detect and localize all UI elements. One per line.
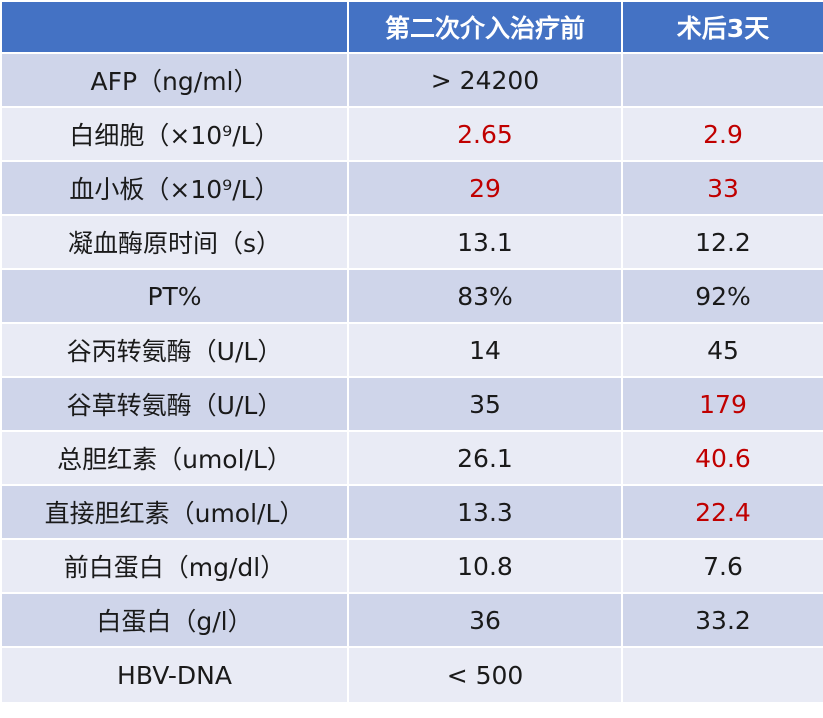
value-cell-before-treatment: 83% [347,268,623,324]
table-row: 白蛋白（g/l） 36 33.2 [0,592,823,648]
value-cell-post-op-day3: 45 [621,322,823,378]
value-cell-before-treatment: > 24200 [347,52,623,108]
row-label-cell: 直接胆红素（umol/L） [0,484,349,540]
table-row: 总胆红素（umol/L） 26.1 40.6 [0,430,823,486]
value-cell-before-treatment: 2.65 [347,106,623,162]
value-cell-post-op-day3: 22.4 [621,484,823,540]
table-row: AFP（ng/ml） > 24200 [0,52,823,108]
value-cell-before-treatment: 13.3 [347,484,623,540]
value-cell-before-treatment: 14 [347,322,623,378]
row-label-cell: PT% [0,268,349,324]
table-row: 凝血酶原时间（s） 13.1 12.2 [0,214,823,270]
value-cell-before-treatment: 36 [347,592,623,648]
row-label-cell: 谷丙转氨酶（U/L） [0,322,349,378]
row-label-cell: HBV-DNA [0,646,349,704]
value-cell-post-op-day3: 92% [621,268,823,324]
row-label-cell: 白细胞（×10⁹/L） [0,106,349,162]
value-cell-post-op-day3: 12.2 [621,214,823,270]
value-cell-post-op-day3: 7.6 [621,538,823,594]
value-cell-post-op-day3 [621,646,823,704]
table-row: 直接胆红素（umol/L） 13.3 22.4 [0,484,823,540]
table-row: 谷草转氨酶（U/L） 35 179 [0,376,823,432]
value-cell-before-treatment: 26.1 [347,430,623,486]
row-label-cell: 总胆红素（umol/L） [0,430,349,486]
header-cell-post-op-day3: 术后3天 [621,0,823,54]
value-cell-before-treatment: 13.1 [347,214,623,270]
row-label-cell: 谷草转氨酶（U/L） [0,376,349,432]
row-label-cell: 白蛋白（g/l） [0,592,349,648]
table-body: AFP（ng/ml） > 24200 白细胞（×10⁹/L） 2.65 2.9 血小板（×… [0,52,823,704]
value-cell-before-treatment: 29 [347,160,623,216]
row-label-cell: 血小板（×10⁹/L） [0,160,349,216]
value-cell-post-op-day3: 33 [621,160,823,216]
value-cell-post-op-day3: 2.9 [621,106,823,162]
row-label-cell: 前白蛋白（mg/dl） [0,538,349,594]
table-row: 谷丙转氨酶（U/L） 14 45 [0,322,823,378]
header-cell-before-treatment: 第二次介入治疗前 [347,0,623,54]
value-cell-post-op-day3 [621,52,823,108]
row-label-cell: AFP（ng/ml） [0,52,349,108]
value-cell-post-op-day3: 179 [621,376,823,432]
table-row: 白细胞（×10⁹/L） 2.65 2.9 [0,106,823,162]
value-cell-before-treatment: 10.8 [347,538,623,594]
table-row: PT% 83% 92% [0,268,823,324]
value-cell-post-op-day3: 40.6 [621,430,823,486]
value-cell-post-op-day3: 33.2 [621,592,823,648]
header-cell-item [0,0,349,54]
header-row: 第二次介入治疗前 术后3天 [0,0,823,54]
value-cell-before-treatment: < 500 [347,646,623,704]
table-row: 血小板（×10⁹/L） 29 33 [0,160,823,216]
table-row: HBV-DNA < 500 [0,646,823,704]
value-cell-before-treatment: 35 [347,376,623,432]
table-row: 前白蛋白（mg/dl） 10.8 7.6 [0,538,823,594]
row-label-cell: 凝血酶原时间（s） [0,214,349,270]
